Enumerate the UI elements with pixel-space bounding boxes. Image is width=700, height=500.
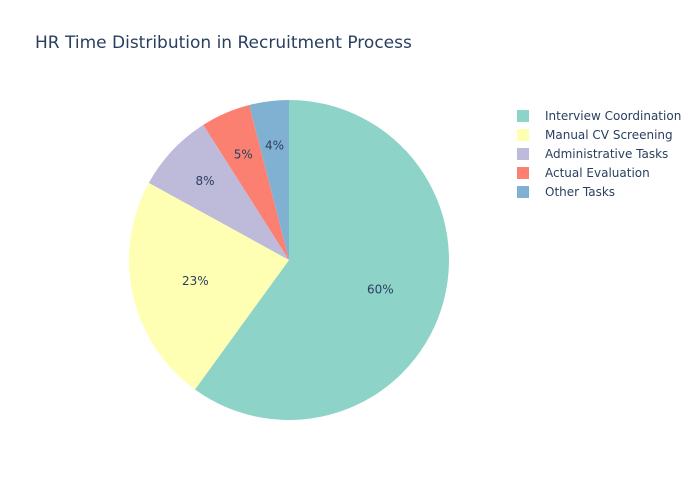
legend-label: Manual CV Screening bbox=[545, 127, 673, 142]
legend-label: Interview Coordination bbox=[545, 108, 682, 123]
legend-label: Administrative Tasks bbox=[545, 146, 669, 161]
chart-title: HR Time Distribution in Recruitment Proc… bbox=[35, 33, 412, 53]
legend-label: Other Tasks bbox=[545, 184, 616, 199]
pie-slice-other-tasks[interactable] bbox=[249, 100, 289, 260]
legend-swatch bbox=[517, 166, 529, 179]
legend-swatch bbox=[517, 185, 529, 198]
legend-item-manual-cv-screening[interactable]: Manual CV Screening bbox=[517, 125, 681, 144]
slice-label-actual-evaluation: 5% bbox=[234, 147, 253, 161]
slice-label-interview-coordination: 60% bbox=[367, 283, 394, 297]
legend-item-administrative-tasks[interactable]: Administrative Tasks bbox=[517, 144, 681, 163]
legend-swatch bbox=[517, 109, 529, 122]
legend-item-actual-evaluation[interactable]: Actual Evaluation bbox=[517, 163, 681, 182]
legend-label: Actual Evaluation bbox=[545, 165, 650, 180]
pie-slice-actual-evaluation[interactable] bbox=[203, 105, 289, 260]
slice-label-manual-cv-screening: 23% bbox=[182, 274, 209, 288]
legend-item-interview-coordination[interactable]: Interview Coordination bbox=[517, 106, 681, 125]
pie-slice-administrative-tasks[interactable] bbox=[148, 124, 289, 260]
legend-swatch bbox=[517, 128, 529, 141]
legend-swatch bbox=[517, 147, 529, 160]
legend-item-other-tasks[interactable]: Other Tasks bbox=[517, 182, 681, 201]
pie-slice-manual-cv-screening[interactable] bbox=[129, 182, 289, 390]
pie-slice-interview-coordination[interactable] bbox=[194, 100, 450, 420]
slice-label-other-tasks: 4% bbox=[265, 139, 284, 153]
slice-label-administrative-tasks: 8% bbox=[195, 174, 214, 188]
legend: Interview Coordination Manual CV Screeni… bbox=[517, 106, 681, 201]
